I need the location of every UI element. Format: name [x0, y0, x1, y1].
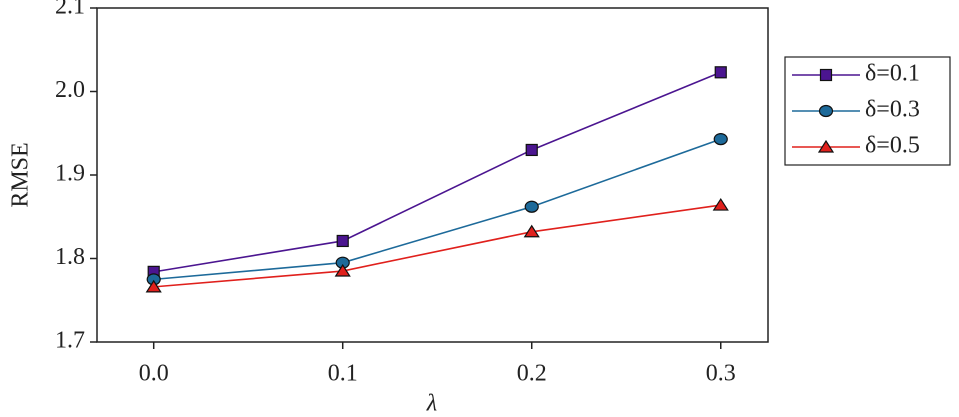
marker: [817, 139, 835, 153]
y-tick-label: 2.0: [55, 77, 85, 103]
x-tick-label: 0.0: [139, 361, 169, 387]
y-tick-label: 2.1: [55, 0, 85, 20]
y-axis-label: RMSE: [8, 142, 34, 207]
marker: [525, 143, 538, 157]
legend-label: δ=0.1: [865, 61, 920, 87]
y-tick-label: 1.9: [55, 161, 85, 187]
series-line: [153, 71, 722, 273]
x-tick-label: 0.2: [517, 361, 547, 387]
plot-frame: [96, 7, 769, 343]
marker: [523, 224, 540, 238]
x-axis-label: λ: [426, 391, 437, 417]
series-line: [153, 138, 722, 281]
marker: [336, 234, 349, 248]
y-tick-label: 1.8: [55, 244, 85, 270]
marker: [334, 263, 351, 277]
x-tick-label: 0.1: [328, 361, 358, 387]
y-tick-label: 1.7: [55, 328, 85, 354]
marker: [714, 66, 727, 79]
marker: [524, 200, 539, 213]
marker: [819, 68, 833, 82]
legend-label: δ=0.5: [865, 133, 920, 159]
x-tick-label: 0.3: [706, 361, 736, 387]
marker: [145, 279, 162, 293]
legend-label: δ=0.3: [865, 97, 920, 123]
marker: [712, 197, 729, 211]
series-line: [153, 204, 721, 288]
marker: [713, 132, 728, 146]
marker: [818, 104, 834, 118]
